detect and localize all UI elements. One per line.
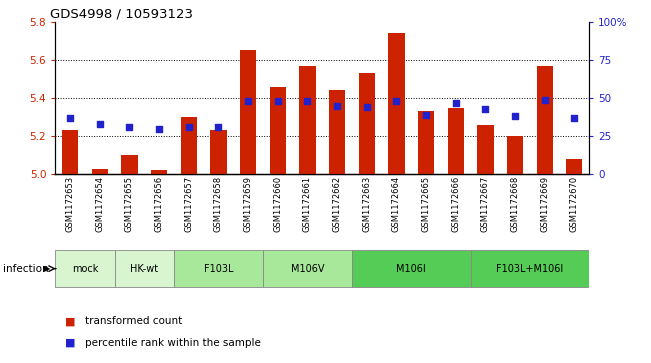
Text: GSM1172664: GSM1172664 xyxy=(392,176,401,232)
Bar xyxy=(240,50,256,174)
Text: M106I: M106I xyxy=(396,264,426,274)
Text: GSM1172653: GSM1172653 xyxy=(66,176,75,232)
Bar xyxy=(62,130,78,174)
Text: F103L+M106I: F103L+M106I xyxy=(496,264,564,274)
Text: GSM1172656: GSM1172656 xyxy=(155,176,163,232)
Text: M106V: M106V xyxy=(290,264,324,274)
Text: GSM1172668: GSM1172668 xyxy=(510,176,519,232)
Bar xyxy=(388,33,404,174)
Text: GSM1172657: GSM1172657 xyxy=(184,176,193,232)
Point xyxy=(361,104,372,110)
Bar xyxy=(329,90,345,174)
Text: GSM1172669: GSM1172669 xyxy=(540,176,549,232)
Bar xyxy=(55,250,115,287)
Text: transformed count: transformed count xyxy=(85,316,182,326)
Text: GSM1172663: GSM1172663 xyxy=(362,176,371,232)
Text: F103L: F103L xyxy=(204,264,233,274)
Text: GSM1172660: GSM1172660 xyxy=(273,176,283,232)
Text: HK-wt: HK-wt xyxy=(130,264,158,274)
Text: mock: mock xyxy=(72,264,98,274)
Text: GSM1172667: GSM1172667 xyxy=(481,176,490,232)
Text: infection: infection xyxy=(3,264,49,274)
Point xyxy=(569,115,579,121)
Bar xyxy=(115,250,174,287)
Bar xyxy=(359,73,375,174)
Point xyxy=(273,98,283,104)
Bar xyxy=(299,66,316,174)
Text: GDS4998 / 10593123: GDS4998 / 10593123 xyxy=(50,8,193,21)
Text: ■: ■ xyxy=(65,338,76,348)
Point xyxy=(450,100,461,106)
Point xyxy=(510,113,520,119)
Point xyxy=(65,115,76,121)
Point xyxy=(391,98,402,104)
Point xyxy=(480,106,491,111)
Bar xyxy=(507,136,523,174)
Text: GSM1172670: GSM1172670 xyxy=(570,176,579,232)
Text: GSM1172661: GSM1172661 xyxy=(303,176,312,232)
Bar xyxy=(566,159,583,174)
Bar xyxy=(210,130,227,174)
Point xyxy=(302,98,312,104)
Text: GSM1172658: GSM1172658 xyxy=(214,176,223,232)
Point xyxy=(540,97,550,102)
Bar xyxy=(270,87,286,174)
Bar xyxy=(471,250,589,287)
Bar xyxy=(477,125,493,174)
Bar xyxy=(151,171,167,174)
Text: ■: ■ xyxy=(65,316,76,326)
Text: GSM1172662: GSM1172662 xyxy=(333,176,342,232)
Text: GSM1172659: GSM1172659 xyxy=(243,176,253,232)
Text: ▶: ▶ xyxy=(44,264,51,273)
Bar xyxy=(352,250,471,287)
Text: percentile rank within the sample: percentile rank within the sample xyxy=(85,338,260,348)
Point xyxy=(421,112,431,118)
Point xyxy=(124,124,135,130)
Point xyxy=(332,103,342,109)
Bar xyxy=(92,168,108,174)
Point xyxy=(243,98,253,104)
Point xyxy=(94,121,105,127)
Text: GSM1172666: GSM1172666 xyxy=(451,176,460,232)
Bar xyxy=(447,107,464,174)
Bar xyxy=(418,111,434,174)
Point xyxy=(154,126,164,131)
Bar xyxy=(174,250,263,287)
Bar xyxy=(121,155,137,174)
Bar xyxy=(180,117,197,174)
Text: GSM1172654: GSM1172654 xyxy=(95,176,104,232)
Bar xyxy=(536,66,553,174)
Point xyxy=(184,124,194,130)
Text: GSM1172665: GSM1172665 xyxy=(422,176,430,232)
Text: GSM1172655: GSM1172655 xyxy=(125,176,134,232)
Bar xyxy=(263,250,352,287)
Point xyxy=(214,124,224,130)
